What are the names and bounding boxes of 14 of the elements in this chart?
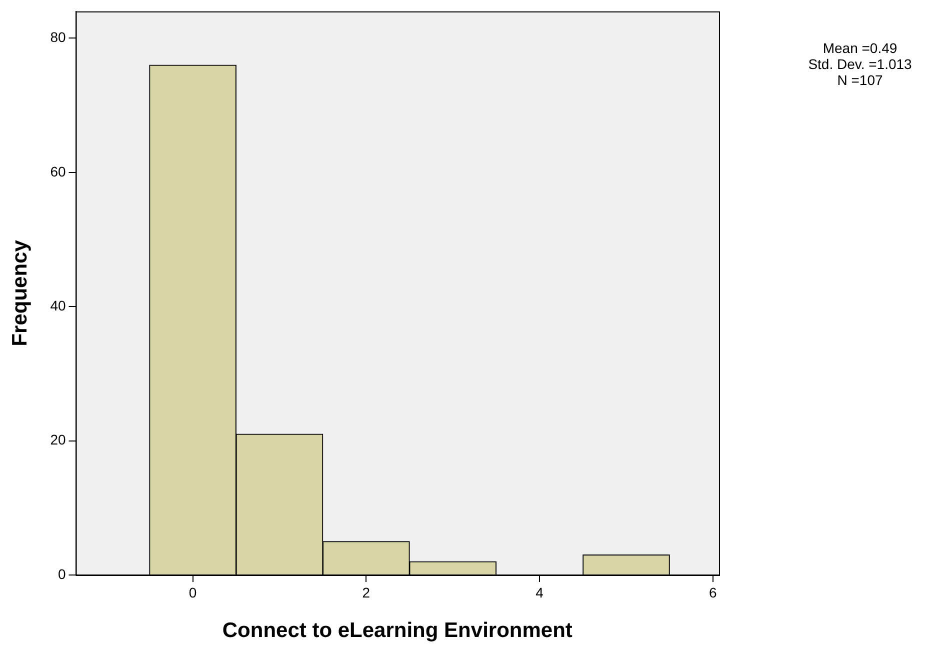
y-axis-title: Frequency [8, 240, 32, 346]
y-tick-label: 0 [58, 566, 66, 582]
y-tick-label: 40 [50, 297, 66, 314]
x-tick-label: 0 [188, 584, 197, 600]
x-tick-label: 2 [362, 584, 370, 600]
y-tick-label: 60 [50, 163, 66, 180]
text: Std. Dev. =1.013 [808, 56, 912, 72]
x-tick-label: 4 [536, 584, 544, 600]
x-axis-title: Connect to eLearning Environment [222, 619, 572, 642]
text: N =107 [837, 72, 883, 88]
y-tick-label: 80 [50, 29, 66, 46]
text: Mean =0.49 [822, 40, 898, 56]
x-tick-label: 6 [709, 584, 718, 600]
y-tick-label: 20 [50, 432, 66, 448]
